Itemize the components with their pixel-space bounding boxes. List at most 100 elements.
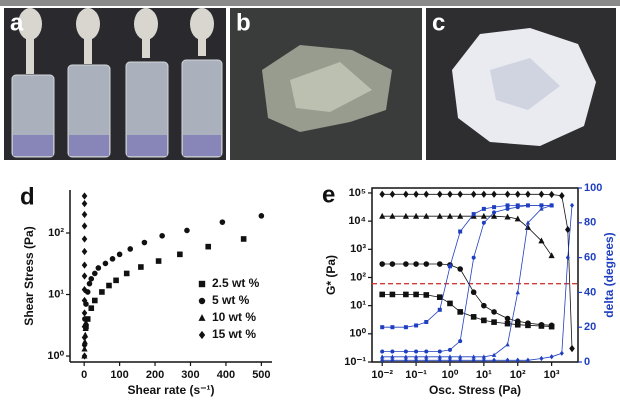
marker: [424, 349, 429, 354]
marker: [565, 255, 570, 261]
marker: [436, 294, 443, 300]
y-tick-label: 10⁴: [348, 215, 366, 227]
marker: [390, 357, 395, 363]
marker: [457, 212, 464, 219]
marker: [424, 319, 429, 324]
marker: [492, 205, 497, 210]
marker: [81, 323, 88, 331]
marker: [414, 357, 419, 363]
marker: [548, 190, 555, 199]
marker: [515, 203, 520, 208]
y2-tick-label: 100: [584, 182, 602, 194]
marker: [437, 307, 442, 312]
marker: [458, 339, 463, 344]
top-bar: [0, 0, 620, 6]
marker: [447, 347, 452, 352]
marker: [414, 323, 419, 328]
marker: [539, 355, 544, 362]
marker: [515, 357, 520, 363]
marker: [423, 190, 430, 198]
x-tick-label: 10³: [544, 369, 560, 381]
marker: [481, 190, 487, 198]
marker: [504, 315, 511, 322]
marker: [403, 349, 408, 354]
marker: [504, 190, 511, 198]
marker: [457, 354, 463, 359]
marker: [380, 349, 385, 354]
marker: [240, 236, 247, 242]
photo-a: [4, 8, 226, 160]
series-line: [382, 205, 552, 328]
marker: [389, 212, 396, 219]
marker: [470, 190, 477, 198]
x-tick-label: 400: [217, 369, 235, 381]
x-axis-label: Osc. Stress (Pa): [429, 383, 521, 397]
marker: [548, 252, 555, 259]
marker: [491, 319, 497, 325]
marker: [81, 296, 88, 305]
marker: [102, 260, 109, 267]
marker: [569, 344, 575, 353]
marker: [492, 357, 497, 363]
marker: [491, 309, 497, 315]
marker: [141, 239, 148, 246]
marker: [570, 202, 575, 208]
y2-tick-label: 60: [584, 252, 596, 264]
marker: [88, 305, 95, 311]
y2-tick-label: 20: [584, 321, 596, 333]
x-axis-label: Shear rate (s⁻¹): [127, 383, 214, 397]
marker: [447, 357, 452, 363]
marker: [403, 190, 409, 198]
marker: [481, 302, 487, 309]
marker: [413, 291, 419, 298]
panel-label: a: [10, 9, 24, 36]
x-tick-label: 10¹: [476, 369, 492, 381]
marker: [446, 212, 454, 219]
marker: [379, 261, 386, 267]
marker: [113, 277, 119, 284]
y-tick-label: 10²: [350, 271, 366, 283]
marker: [437, 354, 442, 359]
marker: [423, 261, 430, 267]
marker: [86, 280, 93, 287]
marker: [205, 243, 212, 250]
series-line: [382, 205, 552, 352]
y-tick-label: 10⁰: [349, 328, 366, 340]
marker: [514, 215, 521, 222]
marker: [184, 227, 190, 234]
marker: [198, 314, 206, 321]
marker: [525, 322, 531, 329]
marker: [123, 270, 130, 277]
y2-axis-label: delta (degrees): [602, 232, 616, 317]
marker: [88, 276, 95, 282]
marker: [525, 190, 531, 198]
marker: [423, 292, 430, 298]
marker: [81, 338, 88, 345]
y-tick-label: 10⁵: [349, 187, 366, 199]
marker: [492, 210, 497, 215]
marker: [109, 256, 116, 262]
panel-label: c: [432, 9, 445, 36]
marker: [127, 246, 134, 252]
marker: [81, 235, 88, 243]
marker: [458, 229, 463, 234]
marker: [424, 354, 429, 359]
y-tick-label: 10⁰: [47, 350, 64, 362]
marker: [106, 282, 112, 289]
marker: [471, 212, 476, 217]
marker: [524, 224, 532, 230]
marker: [480, 212, 487, 219]
series-line: [382, 205, 552, 358]
marker: [470, 289, 477, 296]
marker: [390, 325, 395, 330]
series-line: [382, 294, 552, 327]
marker: [436, 212, 443, 219]
marker: [92, 270, 98, 277]
marker: [402, 212, 409, 219]
x-tick-label: 10⁻¹: [405, 369, 427, 381]
y-tick-label: 10³: [350, 243, 366, 255]
marker: [403, 354, 409, 359]
marker: [515, 290, 520, 295]
marker: [413, 261, 419, 267]
marker: [390, 354, 395, 359]
